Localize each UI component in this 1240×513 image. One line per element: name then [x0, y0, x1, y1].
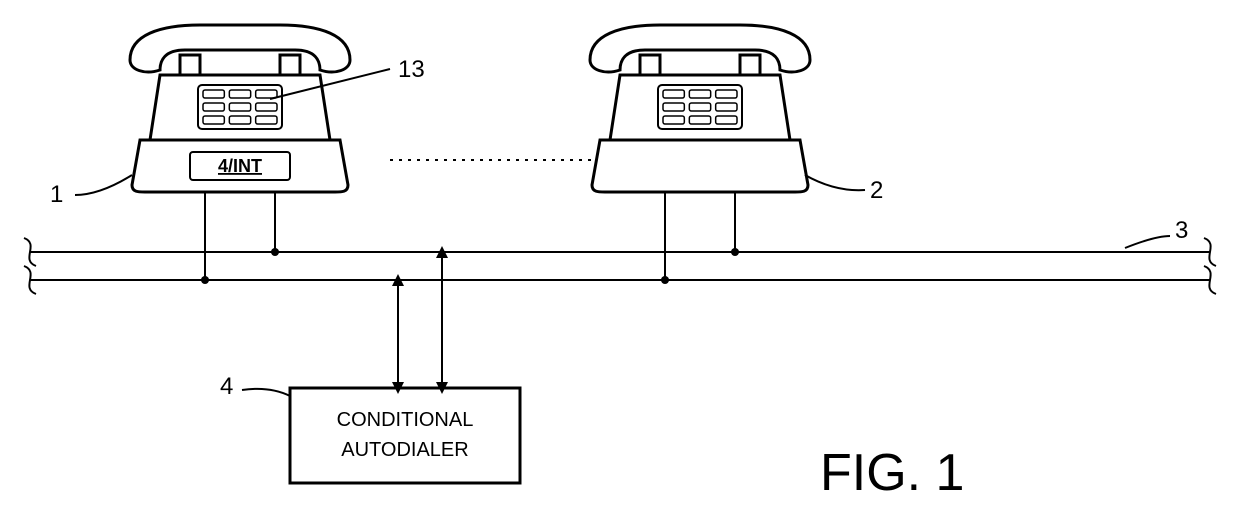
figure-label: FIG. 1: [820, 444, 964, 502]
phone-right: [590, 25, 810, 284]
ref-label-4: 4: [220, 373, 233, 400]
phone-display-text: 4/INT: [218, 156, 262, 176]
autodialer-box: [290, 388, 520, 483]
autodialer-label-2: AUTODIALER: [341, 439, 468, 461]
ref-label-3: 3: [1175, 217, 1188, 244]
ref-label-13: 13: [398, 56, 425, 83]
phone-left: 4/INT: [130, 25, 350, 284]
ref-label-1: 1: [50, 181, 63, 208]
autodialer-label-1: CONDITIONAL: [337, 409, 474, 431]
ref-label-2: 2: [870, 177, 883, 204]
